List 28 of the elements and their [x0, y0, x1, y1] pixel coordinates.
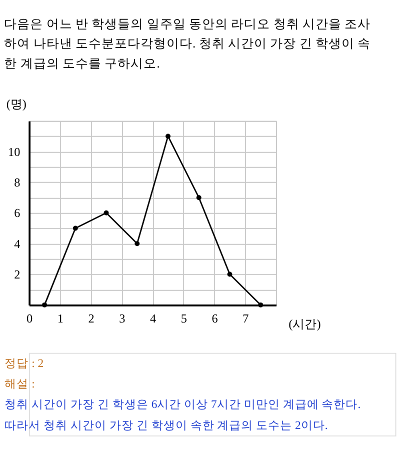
text: 청취 시간이 가장 긴 학생은 6시간 이상 7시간 미만인 계급에 속한다.: [4, 398, 361, 412]
x-tick-label: 4: [150, 311, 156, 326]
point: [196, 195, 202, 200]
point: [134, 241, 140, 246]
point: [104, 210, 109, 216]
x-axis-title: (시간): [288, 316, 321, 331]
y-axis-title: (명): [6, 97, 26, 112]
y-tick-label: 4: [14, 236, 20, 251]
text: 따라서 청취 시간이 가장 긴 학생이 속한 계급의 도수는 2이다.: [4, 418, 328, 432]
x-tick-label: 2: [88, 311, 94, 326]
point: [258, 302, 264, 308]
x-tick-label: 0: [26, 311, 33, 326]
text: 정답 : 2: [4, 356, 44, 370]
y-tick-label: 6: [14, 206, 20, 220]
point: [72, 226, 78, 231]
point: [227, 272, 232, 277]
x-tick-label: 3: [119, 311, 126, 326]
chart-title: 다음은 어느 반 학생들의 일주일 동안의 라디오 청취 시간을 조사하여 나타낸 도수분포다각형이다. 청취 시간이 가장 긴 학생이 속한 계급의 도수를 구하시오.: [4, 16, 371, 70]
y-tick-label: 2: [14, 267, 20, 282]
y-tick-label: 10: [8, 144, 20, 159]
y-tick-label: 8: [14, 175, 20, 190]
x-tick-label: 1: [57, 311, 64, 326]
x-tick-label: 7: [242, 311, 249, 326]
point: [42, 302, 48, 308]
text: 해설 :: [4, 378, 35, 391]
x-tick-label: 6: [212, 311, 218, 326]
x-tick-label: 5: [180, 311, 187, 326]
point: [166, 134, 170, 139]
